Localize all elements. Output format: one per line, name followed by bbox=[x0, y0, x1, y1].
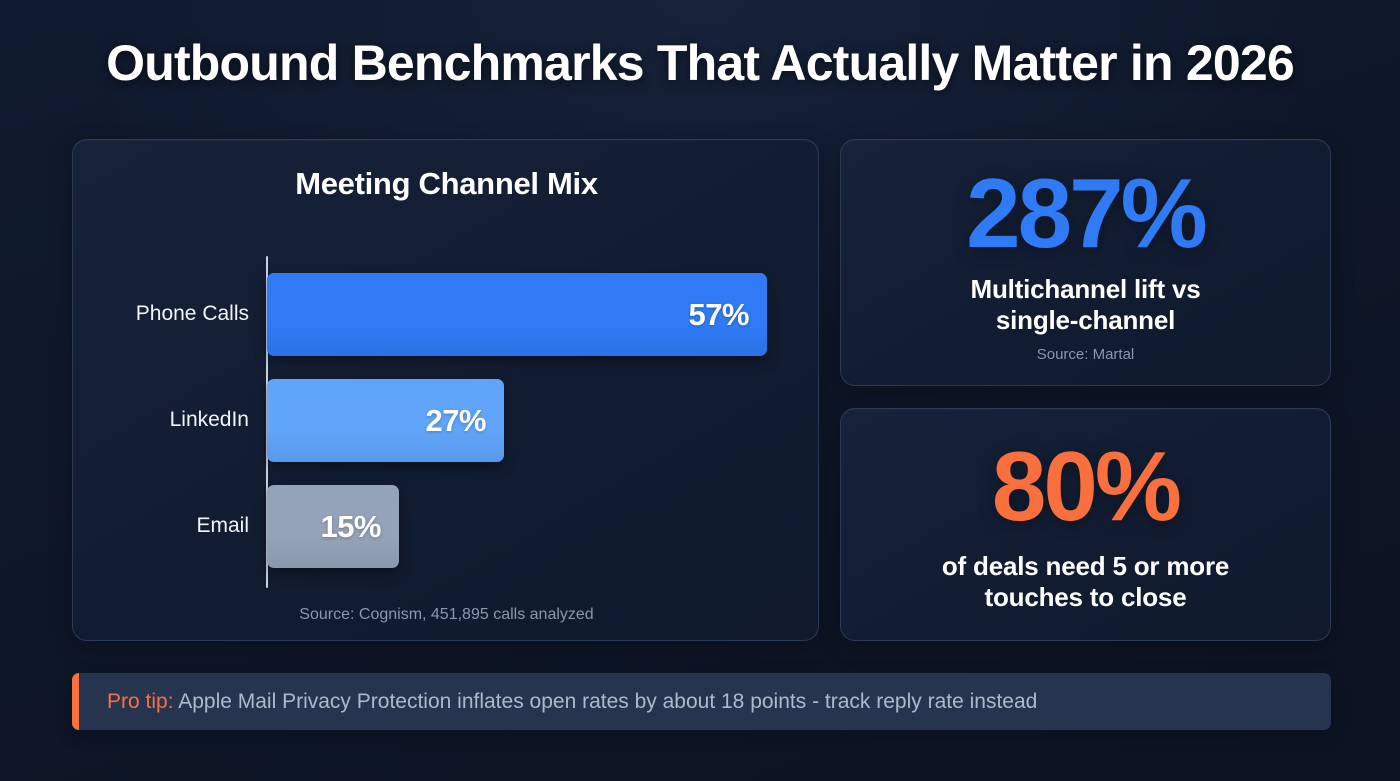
stat-card-content: 80% of deals need 5 or more touches to c… bbox=[841, 409, 1330, 640]
stat-caption: Multichannel lift vs single-channel bbox=[970, 274, 1200, 335]
bar: 15% bbox=[267, 485, 399, 568]
bar-row: Email 15% bbox=[73, 485, 820, 568]
bar-category-label: LinkedIn bbox=[169, 408, 249, 431]
chart-source: Source: Cognism, 451,895 calls analyzed bbox=[299, 606, 594, 623]
chart-title: Meeting Channel Mix bbox=[295, 166, 598, 201]
bar-value-label: 15% bbox=[320, 508, 381, 544]
accent-bar bbox=[72, 673, 79, 730]
pro-tip-body: Apple Mail Privacy Protection inflates o… bbox=[173, 689, 1038, 713]
pro-tip-banner: Pro tip: Apple Mail Privacy Protection i… bbox=[72, 673, 1331, 730]
pro-tip-text: Pro tip: Apple Mail Privacy Protection i… bbox=[72, 690, 1037, 714]
bar-row: Phone Calls 57% bbox=[73, 273, 820, 356]
stat-caption-line-1: of deals need 5 or more bbox=[941, 551, 1230, 582]
bar-value-label: 57% bbox=[688, 296, 749, 332]
stat-card-multichannel-lift: 287% Multichannel lift vs single-channel… bbox=[840, 139, 1331, 386]
bar-chart-plot: Phone Calls 57% LinkedIn 27% Email 15% bbox=[73, 140, 820, 642]
stat-number: 287% bbox=[966, 158, 1208, 269]
bar: 27% bbox=[267, 379, 504, 462]
stat-number: 80% bbox=[991, 431, 1182, 542]
bar-row: LinkedIn 27% bbox=[73, 379, 820, 462]
stat-caption-line-1: Multichannel lift vs bbox=[970, 274, 1201, 305]
stat-card-content: 287% Multichannel lift vs single-channel… bbox=[841, 140, 1330, 385]
stat-caption-line-2: touches to close bbox=[984, 581, 1187, 612]
bar-category-label: Email bbox=[196, 514, 249, 537]
page-title: Outbound Benchmarks That Actually Matter… bbox=[106, 35, 1295, 91]
stat-caption-line-2: single-channel bbox=[995, 304, 1176, 335]
bar-category-label: Phone Calls bbox=[135, 302, 249, 325]
pro-tip-label: Pro tip: bbox=[107, 689, 174, 713]
bar: 57% bbox=[267, 273, 767, 356]
stat-caption: of deals need 5 or more touches to close bbox=[942, 551, 1229, 612]
stat-source: Source: Martal bbox=[1036, 345, 1135, 363]
bar-value-label: 27% bbox=[425, 402, 486, 438]
chart-card: Meeting Channel Mix Phone Calls 57% Linked… bbox=[72, 139, 819, 641]
stat-card-touches-to-close: 80% of deals need 5 or more touches to c… bbox=[840, 408, 1331, 641]
